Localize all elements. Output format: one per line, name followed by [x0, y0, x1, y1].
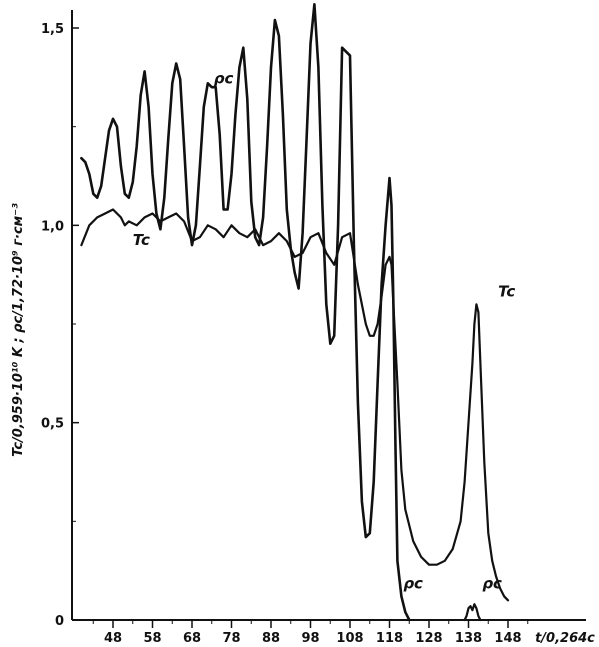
labels-group: t/0,264c Tc/0,959·10¹⁰ K ; ρc/1,72·10⁹ г·… [11, 69, 595, 646]
y-tick-label: 0 [55, 614, 64, 629]
series-label-1-b: Tc [498, 282, 515, 300]
x-axis-label: t/0,264c [535, 631, 595, 646]
series-line-1 [80, 208, 510, 602]
x-tick-label: 58 [143, 631, 161, 646]
series-line-0 [80, 3, 411, 622]
y-tick-label: 0,5 [41, 417, 64, 432]
y-tick-label: 1,0 [41, 219, 64, 234]
series-label-2: ρc [482, 574, 502, 592]
x-tick-label: 48 [104, 631, 122, 646]
axes: 48 58 68 78 88 98 108 118 128 138 148 0 0,5 1,0 1,5 [41, 10, 586, 646]
x-tick-label: 138 [455, 631, 482, 646]
x-tick-label: 98 [301, 631, 319, 646]
x-tick-label: 128 [415, 631, 442, 646]
series-label-0-b: ρc [403, 574, 423, 592]
series-label-0: ρc [214, 69, 234, 87]
y-tick-label: 1,5 [41, 22, 64, 37]
x-tick-label: 118 [376, 631, 403, 646]
x-tick-label: 88 [262, 631, 280, 646]
x-tick-label: 68 [183, 631, 201, 646]
y-axis-label: Tc/0,959·10¹⁰ K ; ρc/1,72·10⁹ г·см⁻³ [11, 203, 26, 457]
series-line-2 [463, 603, 482, 622]
x-tick-label: 148 [494, 631, 521, 646]
x-tick-label: 108 [336, 631, 363, 646]
series-group [80, 3, 510, 622]
x-tick-label: 78 [222, 631, 240, 646]
series-label-1: Tc [133, 231, 150, 249]
